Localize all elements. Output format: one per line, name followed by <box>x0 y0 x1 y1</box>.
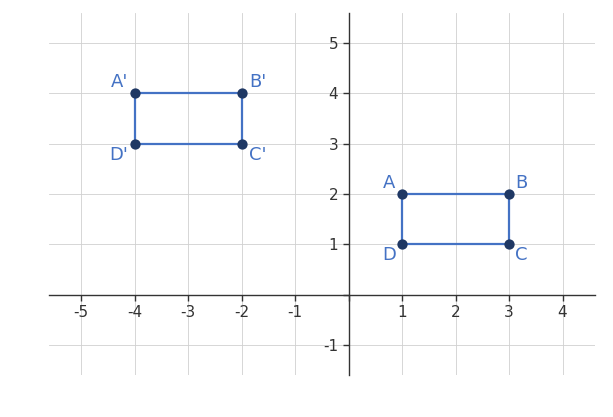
Point <box>504 191 514 197</box>
Point <box>130 90 140 96</box>
Text: A: A <box>383 174 395 192</box>
Point <box>130 140 140 147</box>
Text: A': A' <box>111 73 128 91</box>
Point <box>237 140 246 147</box>
Point <box>397 241 407 248</box>
Text: B': B' <box>249 73 266 91</box>
Text: B: B <box>516 174 528 192</box>
Point <box>397 191 407 197</box>
Text: C: C <box>516 246 528 264</box>
Text: D: D <box>382 246 395 264</box>
Text: D': D' <box>109 146 128 163</box>
Text: C': C' <box>249 146 267 163</box>
Point <box>504 241 514 248</box>
Point <box>237 90 246 96</box>
